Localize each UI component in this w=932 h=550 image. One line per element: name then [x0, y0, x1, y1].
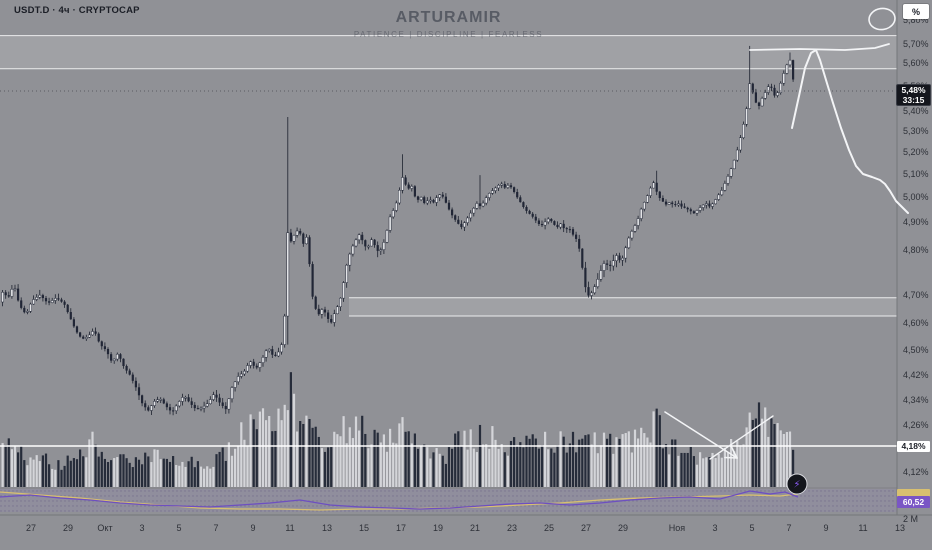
price-tick-label: 4,34% [903, 395, 929, 405]
volume-axis-label: 2 М [903, 514, 919, 524]
volume-histogram [1, 372, 795, 487]
time-tick-label: 29 [62, 523, 74, 533]
time-tick-label: 7 [786, 523, 792, 533]
time-tick-label: 29 [617, 523, 629, 533]
time-tick-label: 21 [469, 523, 481, 533]
time-axis[interactable]: 27 29 Окт 3 5 7 9 11 13 15 17 19 21 23 25 27 29 Ноя 3 5 7 9 11… [0, 515, 932, 550]
time-tick-label: 11 [285, 523, 295, 533]
price-tick-label: 5,20% [903, 147, 929, 157]
projection-curve[interactable] [791, 49, 909, 214]
price-tick-label: 5,30% [903, 126, 929, 136]
symbol-legend[interactable]: USDT.D · 4ч · CRYPTOCAP [14, 5, 140, 16]
time-tick-label: Окт [97, 523, 113, 533]
price-tick-label: 5,10% [903, 169, 929, 179]
drawn-horizontal-ray[interactable] [749, 43, 890, 51]
price-tick-label: 4,42% [903, 370, 929, 380]
time-tick-label: 3 [139, 523, 145, 533]
time-tick-label: Ноя [668, 523, 686, 533]
arrow-shaft[interactable] [664, 411, 738, 459]
time-tick-label: 7 [213, 523, 219, 533]
current-price-badge: 5,48% 33:15 [897, 85, 930, 105]
time-tick-label: 23 [506, 523, 518, 533]
time-tick-label: 5 [176, 523, 182, 533]
lightning-icon[interactable] [786, 473, 808, 495]
supply-demand-zone[interactable] [0, 35, 897, 69]
current-price-value: 5,48% [901, 85, 926, 95]
price-tick-label: 5,60% [903, 58, 929, 68]
arrow-head [724, 456, 738, 459]
price-axis[interactable]: 5,80%5,70%5,60%5,50%5,40%5,30%5,20%5,10%… [897, 0, 932, 515]
time-tick-label: 5 [749, 523, 755, 533]
hline-price-badge: 4,18% [897, 440, 930, 452]
supply-demand-zone[interactable] [349, 297, 897, 316]
rsi-value-badge: 60,52 [897, 496, 930, 508]
time-tick-label: 13 [321, 523, 333, 533]
time-tick-label: 13 [894, 523, 906, 533]
rsi-line[interactable] [0, 490, 799, 510]
price-tick-label: 4,60% [903, 318, 929, 328]
bar-countdown: 33:15 [902, 95, 925, 105]
price-tick-label: 4,90% [903, 217, 929, 227]
trend-line[interactable] [709, 415, 774, 460]
price-tick-label: 5,00% [903, 192, 929, 202]
time-tick-label: 17 [395, 523, 407, 533]
time-tick-label: 27 [25, 523, 37, 533]
time-tick-label: 25 [543, 523, 555, 533]
price-tick-label: 4,50% [903, 345, 929, 355]
price-tick-label: 4,70% [903, 290, 929, 300]
ma-value-badge [897, 489, 930, 498]
time-tick-label: 27 [580, 523, 592, 533]
percent-scale-button[interactable]: % [903, 4, 929, 19]
time-tick-label: 15 [358, 523, 370, 533]
price-tick-label: 5,70% [903, 39, 929, 49]
price-tick-label: 4,26% [903, 420, 929, 430]
ellipse-drawing[interactable] [868, 7, 897, 31]
time-tick-label: 11 [858, 523, 868, 533]
price-tick-label: 4,80% [903, 245, 929, 255]
price-tick-label: 4,12% [903, 467, 929, 477]
lightning-glyph: ⚡ [793, 480, 800, 491]
arrow-head [730, 446, 738, 459]
time-tick-label: 9 [250, 523, 256, 533]
price-tick-label: 5,40% [903, 106, 929, 116]
price-tick-label: 5,80% [903, 15, 929, 25]
time-tick-label: 9 [823, 523, 829, 533]
time-tick-label: 3 [712, 523, 718, 533]
candlesticks [1, 45, 795, 416]
time-tick-label: 19 [432, 523, 444, 533]
